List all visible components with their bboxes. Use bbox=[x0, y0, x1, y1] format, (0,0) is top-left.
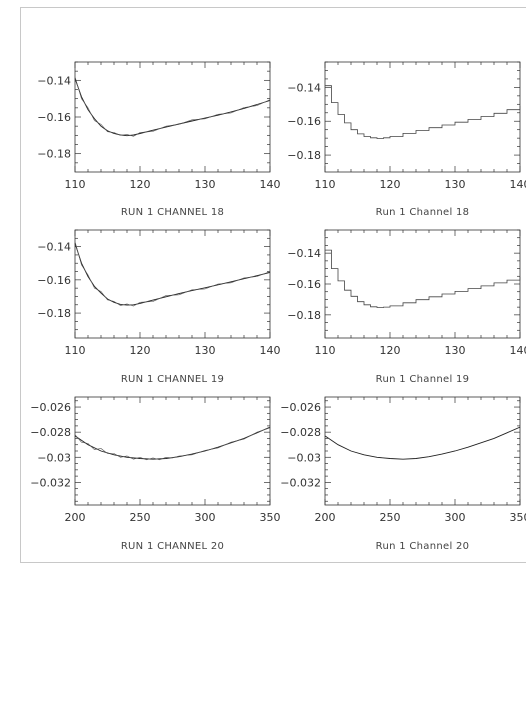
chart-panel-4: 110 120 130 140 −0.18 −0.16 −0.14 Run 1 Channel… bbox=[287, 229, 526, 385]
y-tick-label: −0.026 bbox=[30, 401, 71, 414]
series-step-path bbox=[325, 85, 521, 139]
y-tick-label: −0.18 bbox=[37, 307, 71, 320]
figure-frame bbox=[20, 7, 526, 563]
series-noise-path bbox=[74, 241, 271, 307]
y-tick-label: −0.14 bbox=[37, 241, 71, 254]
y-tick-label: −0.16 bbox=[37, 274, 71, 287]
y-tick-label: −0.03 bbox=[37, 451, 71, 464]
x-tick-label: 130 bbox=[445, 344, 466, 357]
series-line-path bbox=[74, 426, 271, 460]
x-tick-label: 300 bbox=[445, 511, 466, 524]
y-tick-label: −0.18 bbox=[287, 149, 321, 162]
x-tick-label: 110 bbox=[315, 344, 336, 357]
y-tick-label: −0.14 bbox=[37, 74, 71, 87]
panel-caption: Run 1 Channel 18 bbox=[376, 207, 470, 218]
x-tick-label: 250 bbox=[380, 511, 401, 524]
y-tick-label: −0.032 bbox=[280, 476, 321, 489]
x-tick-label: 300 bbox=[195, 511, 216, 524]
series-line-path bbox=[324, 426, 521, 460]
y-tick-label: −0.16 bbox=[37, 111, 71, 124]
x-tick-label: 120 bbox=[130, 178, 151, 191]
chart-panel-3: 110 120 130 140 −0.18 −0.16 −0.14 RUN 1 CHANNEL… bbox=[37, 229, 281, 385]
y-tick-label: −0.028 bbox=[280, 426, 321, 439]
x-tick-label: 250 bbox=[130, 511, 151, 524]
y-tick-label: −0.026 bbox=[280, 401, 321, 414]
panel-caption: Run 1 Channel 20 bbox=[376, 541, 470, 552]
y-tick-label: −0.16 bbox=[287, 278, 321, 291]
panel-caption: Run 1 Channel 19 bbox=[376, 374, 470, 385]
y-tick-label: −0.14 bbox=[287, 81, 321, 94]
y-tick-label: −0.032 bbox=[30, 476, 71, 489]
chart-panel-6: 200 250 300 350 −0.032 −0.03 −0.028 −0.026 Run 1… bbox=[280, 396, 526, 552]
y-tick-label: −0.18 bbox=[37, 148, 71, 161]
x-tick-label: 350 bbox=[510, 511, 526, 524]
x-tick-label: 110 bbox=[315, 178, 336, 191]
y-tick-label: −0.028 bbox=[30, 426, 71, 439]
series-line-path bbox=[74, 78, 271, 137]
series-line-path bbox=[74, 243, 271, 306]
panel-caption: RUN 1 CHANNEL 18 bbox=[121, 207, 224, 218]
x-tick-label: 130 bbox=[195, 344, 216, 357]
x-tick-label: 120 bbox=[380, 178, 401, 191]
x-tick-label: 110 bbox=[65, 178, 86, 191]
x-tick-label: 130 bbox=[445, 178, 466, 191]
x-tick-label: 120 bbox=[130, 344, 151, 357]
series-step-path bbox=[325, 249, 521, 308]
x-tick-label: 140 bbox=[260, 178, 281, 191]
panel-caption: RUN 1 CHANNEL 20 bbox=[121, 541, 224, 552]
x-tick-label: 200 bbox=[65, 511, 86, 524]
series-noise-path bbox=[74, 76, 271, 137]
chart-panel-5: 200 250 300 350 −0.032 −0.03 −0.028 −0.026 RUN 1… bbox=[30, 396, 281, 552]
x-tick-label: 110 bbox=[65, 344, 86, 357]
x-tick-label: 140 bbox=[510, 178, 526, 191]
x-tick-label: 140 bbox=[510, 344, 526, 357]
y-tick-label: −0.14 bbox=[287, 247, 321, 260]
chart-panel-1: 110 120 130 140 −0.18 −0.16 −0.14 RUN 1 CHANNEL… bbox=[37, 61, 281, 218]
x-tick-label: 140 bbox=[260, 344, 281, 357]
plot-area bbox=[74, 61, 271, 173]
plot-area bbox=[324, 396, 521, 506]
y-tick-label: −0.16 bbox=[287, 115, 321, 128]
x-tick-label: 120 bbox=[380, 344, 401, 357]
y-tick-label: −0.03 bbox=[287, 451, 321, 464]
panel-caption: RUN 1 CHANNEL 19 bbox=[121, 374, 224, 385]
plot-area bbox=[324, 229, 521, 339]
series-noise-path bbox=[74, 427, 271, 461]
x-tick-label: 200 bbox=[315, 511, 336, 524]
y-tick-label: −0.18 bbox=[287, 309, 321, 322]
plot-area bbox=[324, 61, 521, 173]
chart-panel-2: 110 120 130 140 −0.18 −0.16 −0.14 Run 1 Channel… bbox=[287, 61, 526, 218]
x-tick-label: 350 bbox=[260, 511, 281, 524]
x-tick-label: 130 bbox=[195, 178, 216, 191]
plot-area bbox=[74, 229, 271, 339]
